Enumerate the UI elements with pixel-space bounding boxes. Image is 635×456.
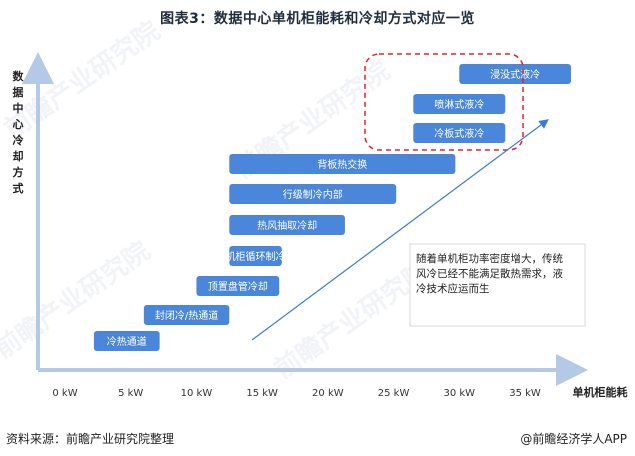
x-tick-label: 30 kW <box>443 388 475 399</box>
y-axis-label-char: 方 <box>13 165 24 179</box>
bar-label: 顶置盘管冷却 <box>208 280 268 293</box>
highlight-box <box>364 53 524 151</box>
annotation-text: 风冷已经不能满足散热需求，液 <box>416 267 563 280</box>
x-axis-label: 单机柜能耗 <box>573 385 628 399</box>
bar <box>229 154 456 174</box>
y-axis-label-char: 心 <box>13 118 24 131</box>
chart-title: 图表3：数据中心单机柜能耗和冷却方式对应一览 <box>160 11 475 27</box>
y-axis-label-char: 冷 <box>13 133 24 147</box>
bar <box>93 331 160 351</box>
bar <box>143 305 230 325</box>
source-note: 资料来源：前瞻产业研究院整理 <box>6 432 175 446</box>
x-tick-label: 10 kW <box>181 388 213 399</box>
y-axis-label-char: 却 <box>13 149 24 163</box>
bar-label: 行级制冷内部 <box>283 188 343 201</box>
x-tick-label: 25 kW <box>378 388 410 399</box>
annotation-box <box>409 243 586 327</box>
bar-label: 浸没式液冷 <box>490 68 540 81</box>
bar-label: 背板热交换 <box>317 158 367 171</box>
bar-label: 机柜循环制冷 <box>226 250 286 263</box>
bar <box>229 246 282 266</box>
bar-label: 封闭冷/热通道 <box>155 309 218 322</box>
bar-label: 冷板式液冷 <box>434 127 484 140</box>
bar <box>229 184 397 204</box>
y-axis-label-char: 据 <box>13 85 24 99</box>
bar <box>459 64 571 84</box>
bar <box>196 276 280 296</box>
brand-label: @前瞻经济学人APP <box>520 432 627 446</box>
trend-arrow <box>251 119 549 341</box>
x-tick-label: 35 kW <box>509 388 541 399</box>
y-axis-label-char: 数 <box>13 69 25 83</box>
annotation-text: 冷技术应运而生 <box>416 282 490 295</box>
bar <box>413 94 506 114</box>
y-axis-label-char: 中 <box>13 101 24 115</box>
bar-label: 冷热通道 <box>107 335 147 348</box>
bar-label: 热风抽取冷却 <box>257 219 317 232</box>
bar <box>229 215 345 235</box>
bar <box>413 123 506 143</box>
x-tick-label: 15 kW <box>246 388 278 399</box>
x-tick-label: 20 kW <box>312 388 344 399</box>
y-axis-label-char: 式 <box>13 181 24 195</box>
annotation-text: 随着单机柜功率密度增大，传统 <box>416 252 563 265</box>
bar-label: 喷淋式液冷 <box>434 98 484 111</box>
x-tick-label: 0 kW <box>52 388 77 399</box>
x-tick-label: 5 kW <box>118 388 143 399</box>
